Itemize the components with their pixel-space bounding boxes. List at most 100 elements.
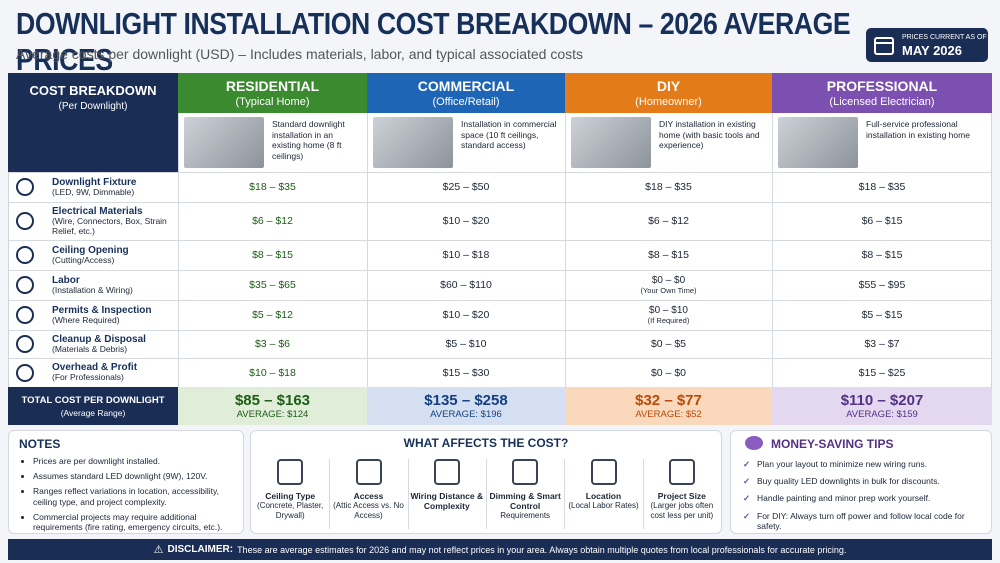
- cost-cell: $25 – $50: [367, 172, 565, 202]
- factor: Wiring Distance & Complexity: [408, 491, 486, 511]
- photo: [184, 117, 264, 168]
- cost-range: $10 – $18: [249, 366, 296, 379]
- cost-cell: $6 – $12: [178, 202, 367, 240]
- photo: [373, 117, 453, 168]
- column-description: Full-service professional installation i…: [866, 119, 970, 140]
- total-sublabel: (Average Range): [60, 407, 126, 418]
- factor: Project Size (Larger jobs often cost less…: [643, 491, 721, 520]
- tip: For DIY: Always turn off power and follo…: [743, 511, 979, 531]
- cost-range: $0 – $5: [650, 338, 687, 350]
- photo: [778, 117, 858, 168]
- cost-range: $15 – $30: [442, 366, 490, 379]
- factor-icon: [590, 459, 617, 485]
- factor-subtitle: (Local Labor Rates): [568, 501, 639, 510]
- factor: Dimming & Smart Control Requirements: [486, 491, 564, 521]
- total-label-cell: TOTAL COST PER DOWNLIGHT (Average Range): [8, 387, 178, 425]
- badge-date: MAY 2026: [902, 43, 962, 58]
- cost-cell: $15 – $30: [367, 358, 565, 387]
- total-cell: $85 – $163 AVERAGE: $124: [178, 387, 367, 425]
- total-average: AVERAGE: $52: [635, 409, 702, 420]
- column-divider: [178, 113, 179, 425]
- row-border: [8, 240, 992, 241]
- factor: Access (Attic Access vs. No Access): [329, 491, 407, 520]
- cost-range: $5 – $15: [861, 309, 903, 321]
- factor-divider: [642, 459, 644, 529]
- row-label-cell: Cleanup & Disposal (Materials & Debris): [52, 330, 176, 358]
- row-icon: [16, 212, 34, 230]
- row-icon: [16, 246, 34, 264]
- cost-range: $0 – $10: [649, 305, 688, 316]
- cost-cell: $0 – $5: [565, 330, 772, 358]
- cost-range: $5 – $12: [252, 309, 293, 321]
- tip: Handle painting and minor prep work your…: [743, 493, 979, 503]
- total-cell: $110 – $207 AVERAGE: $159: [772, 387, 992, 425]
- cost-cell: $5 – $10: [367, 330, 565, 358]
- column-divider: [565, 113, 566, 425]
- row-label-cell: Overhead & Profit (For Professionals): [52, 358, 176, 387]
- total-average: AVERAGE: $196: [430, 409, 502, 420]
- row-sublabel: (Installation & Wiring): [52, 284, 133, 295]
- factor: Location (Local Labor Rates): [564, 491, 642, 511]
- badge-label: PRICES CURRENT AS OF: [902, 34, 987, 41]
- notes-list: Prices are per downlight installed. Assum…: [19, 456, 233, 532]
- row-sublabel: (Materials & Debris): [52, 343, 128, 354]
- cost-cell: $5 – $15: [772, 300, 992, 330]
- factor-divider: [564, 459, 566, 529]
- cost-cell: $18 – $35: [772, 172, 992, 202]
- cost-range: $0 – $0: [651, 275, 686, 286]
- cost-range: $10 – $18: [442, 249, 490, 261]
- cost-cell: $5 – $12: [178, 300, 367, 330]
- factor-subtitle: (Larger jobs often cost less per unit): [650, 501, 714, 520]
- total-range: $110 – $207: [840, 392, 924, 409]
- cost-range: $6 – $12: [648, 215, 689, 227]
- disclaimer-text: These are average estimates for 2026 and…: [237, 544, 847, 555]
- total-average: AVERAGE: $124: [236, 409, 309, 420]
- row-label: Labor: [52, 274, 80, 286]
- column-name: DIY: [656, 78, 681, 94]
- row-sublabel: (Wire, Connectors, Box, Strain Relief, e…: [52, 215, 167, 236]
- factor-icon: [668, 459, 695, 485]
- tip: Buy quality LED downlights in bulk for d…: [743, 476, 979, 486]
- column-header: PROFESSIONAL (Licensed Electrician): [772, 73, 992, 113]
- column-subtitle: (Typical Home): [235, 96, 310, 108]
- column-divider: [367, 113, 368, 425]
- row-label: Electrical Materials: [52, 205, 143, 217]
- row-label-cell: Electrical Materials (Wire, Connectors, B…: [52, 202, 176, 240]
- corner-subtitle: (Per Downlight): [58, 101, 128, 112]
- cost-range: $8 – $15: [252, 249, 293, 261]
- factor-icon: [433, 459, 460, 485]
- cost-range: $18 – $35: [645, 181, 692, 193]
- row-label-cell: Permits & Inspection (Where Required): [52, 300, 176, 330]
- disclaimer-bar: ⚠ DISCLAIMER: These are average estimates …: [8, 539, 992, 560]
- cost-range: $35 – $65: [249, 279, 296, 291]
- notes-panel: NOTES Prices are per downlight installed.…: [8, 430, 244, 534]
- factors-title: WHAT AFFECTS THE COST?: [403, 436, 569, 450]
- column-name: PROFESSIONAL: [826, 78, 938, 94]
- column-subtitle: (Licensed Electrician): [829, 96, 935, 108]
- row-icon: [16, 335, 34, 353]
- cost-note: (If Required): [647, 316, 690, 325]
- total-cell: $32 – $77 AVERAGE: $52: [565, 387, 772, 425]
- column-name: COMMERCIAL: [417, 78, 515, 94]
- cost-range: $5 – $10: [445, 338, 487, 350]
- note: Commercial projects may require addition…: [33, 512, 233, 532]
- cost-cell: $15 – $25: [772, 358, 992, 387]
- factor-title: Ceiling Type: [265, 491, 316, 501]
- row-border: [8, 330, 992, 331]
- column-description: DIY installation in existing home (with …: [659, 119, 760, 151]
- column-subtitle: (Homeowner): [635, 96, 702, 108]
- date-badge: PRICES CURRENT AS OF MAY 2026: [866, 28, 988, 62]
- row-border: [8, 358, 992, 359]
- total-range: $85 – $163: [234, 392, 311, 409]
- cost-cell: $0 – $0 (Your Own Time): [565, 270, 772, 300]
- total-range: $32 – $77: [635, 392, 702, 409]
- cost-cell: $0 – $0: [565, 358, 772, 387]
- factor-icon: [277, 459, 304, 485]
- calendar-icon: [874, 37, 894, 55]
- cost-range: $18 – $35: [249, 181, 296, 193]
- cost-range: $0 – $0: [650, 366, 687, 379]
- factor-subtitle: (Attic Access vs. No Access): [333, 501, 404, 520]
- factor-title: Dimming & Smart Control: [489, 491, 561, 511]
- factor-title: Wiring Distance & Complexity: [410, 491, 484, 511]
